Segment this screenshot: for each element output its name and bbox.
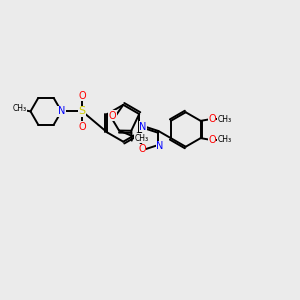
- Text: O: O: [109, 111, 117, 121]
- Text: CH₃: CH₃: [135, 134, 149, 143]
- Text: O: O: [78, 122, 86, 132]
- Text: O: O: [208, 135, 216, 145]
- Text: CH₃: CH₃: [12, 104, 26, 113]
- Text: N: N: [58, 106, 65, 116]
- Text: N: N: [139, 122, 146, 132]
- Text: O: O: [138, 144, 146, 154]
- Text: O: O: [78, 91, 86, 101]
- Text: CH₃: CH₃: [218, 115, 232, 124]
- Text: CH₃: CH₃: [218, 135, 232, 144]
- Text: S: S: [79, 106, 86, 116]
- Text: O: O: [208, 114, 216, 124]
- Text: N: N: [156, 141, 164, 152]
